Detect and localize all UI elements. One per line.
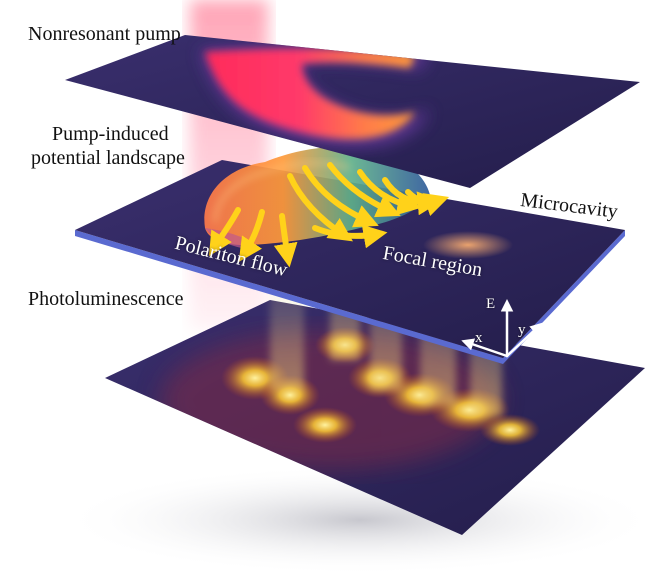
label-photoluminescence: Photoluminescence — [28, 288, 184, 310]
ground-shadow — [60, 465, 660, 571]
label-potential-line1: Pump-induced — [52, 123, 169, 145]
flow-arrow — [287, 173, 353, 242]
coordinate-axes — [461, 299, 543, 358]
x-axis-arrow — [461, 338, 509, 358]
label-nonresonant-pump: Nonresonant pump — [28, 23, 181, 45]
axis-label-y: y — [518, 322, 526, 338]
flow-arrow — [273, 213, 298, 268]
axis-label-e: E — [486, 296, 496, 312]
flow-arrow — [302, 165, 379, 228]
y-axis-arrow — [505, 322, 543, 358]
flow-arrow — [357, 169, 422, 216]
label-potential-line2: potential landscape — [31, 147, 185, 169]
flow-arrow — [405, 189, 450, 216]
axis-label-x: x — [475, 330, 483, 346]
flow-arrow — [208, 207, 241, 257]
flow-arrow — [312, 224, 388, 249]
flow-arrow — [238, 209, 265, 262]
focal-region-glow — [423, 231, 513, 259]
polariton-flow-arrows — [208, 162, 450, 268]
pump-profile — [200, 45, 430, 148]
flow-arrow — [327, 162, 401, 218]
